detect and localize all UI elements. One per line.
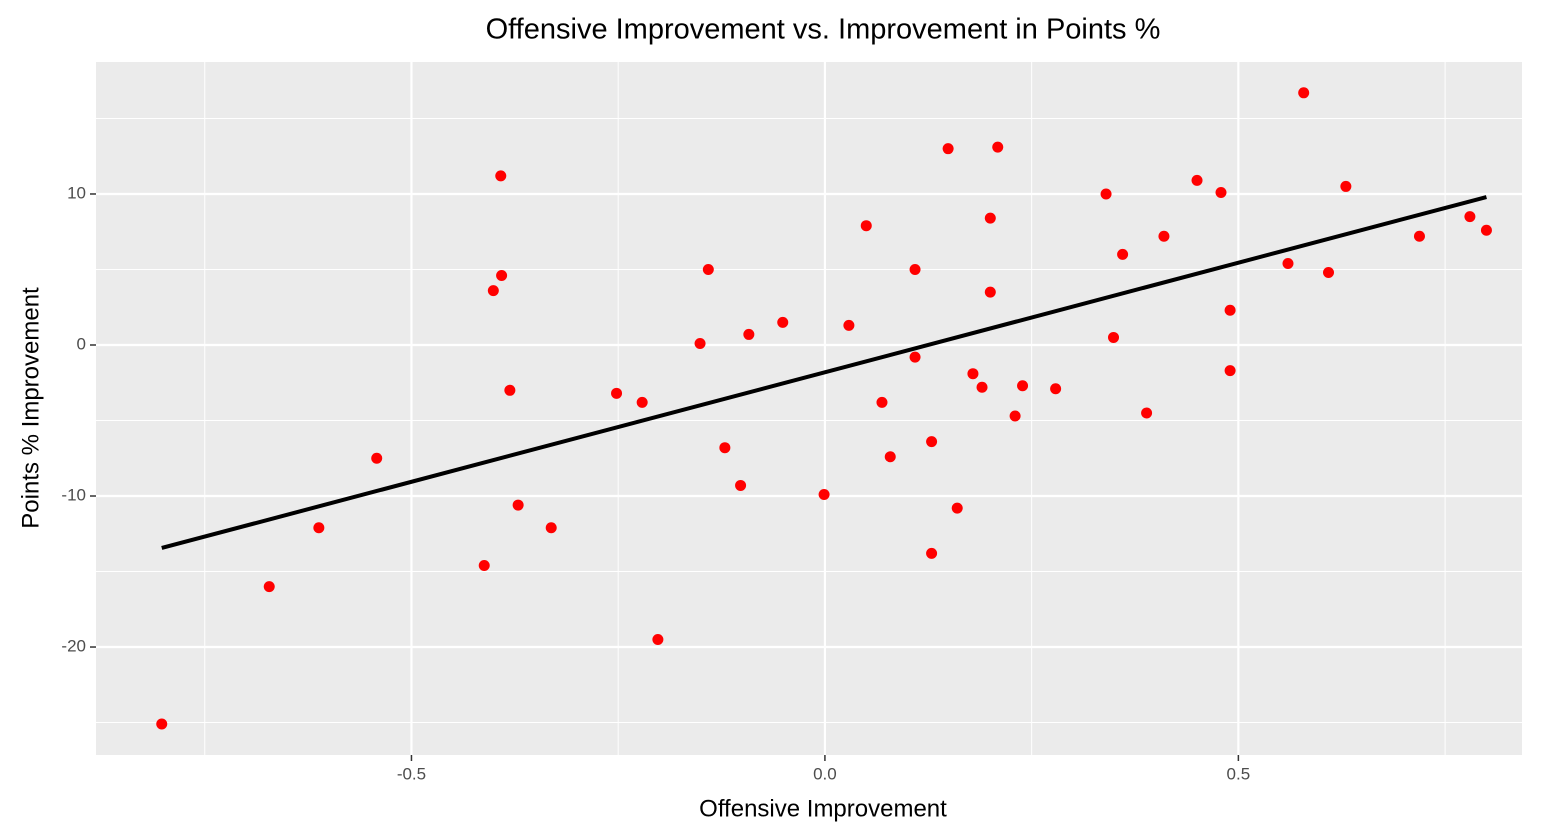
point bbox=[876, 396, 888, 408]
point bbox=[951, 502, 963, 514]
point bbox=[495, 170, 507, 182]
point bbox=[313, 522, 325, 534]
point bbox=[702, 263, 714, 275]
point bbox=[545, 522, 557, 534]
point bbox=[512, 499, 524, 511]
point bbox=[984, 212, 996, 224]
point bbox=[1480, 224, 1492, 236]
point bbox=[884, 451, 896, 463]
point bbox=[1282, 257, 1294, 269]
point bbox=[1017, 380, 1029, 392]
point bbox=[1191, 174, 1203, 186]
point bbox=[504, 384, 516, 396]
point bbox=[926, 547, 938, 559]
y-tick-label: -20 bbox=[61, 637, 86, 656]
point bbox=[652, 633, 664, 645]
point bbox=[976, 381, 988, 393]
point bbox=[777, 316, 789, 328]
chart-title: Offensive Improvement vs. Improvement in… bbox=[486, 14, 1161, 46]
point bbox=[611, 387, 623, 399]
point bbox=[909, 263, 921, 275]
point bbox=[909, 351, 921, 363]
point bbox=[984, 286, 996, 298]
point bbox=[1298, 87, 1310, 99]
point bbox=[1117, 248, 1129, 260]
y-tick-label: 10 bbox=[67, 183, 86, 202]
plot-background bbox=[96, 62, 1522, 755]
point bbox=[1009, 410, 1021, 422]
point bbox=[1108, 331, 1120, 343]
point bbox=[1215, 186, 1227, 198]
point bbox=[992, 141, 1004, 153]
point bbox=[478, 559, 490, 571]
point bbox=[1464, 211, 1476, 223]
point bbox=[1050, 383, 1062, 395]
point bbox=[636, 396, 648, 408]
y-axis-title: Points % Improvement bbox=[17, 287, 44, 529]
point bbox=[487, 285, 499, 297]
point bbox=[860, 220, 872, 232]
point bbox=[1141, 407, 1153, 419]
point bbox=[1340, 180, 1352, 192]
point bbox=[735, 479, 747, 491]
point bbox=[743, 328, 755, 340]
point bbox=[1323, 267, 1335, 279]
y-tick-label: -10 bbox=[61, 485, 86, 504]
y-tick-label: 0 bbox=[77, 334, 86, 353]
trend-line bbox=[161, 195, 1487, 550]
x-tick-label: -0.5 bbox=[397, 764, 426, 783]
point bbox=[263, 581, 275, 593]
x-tick-label: 0.0 bbox=[813, 764, 837, 783]
point bbox=[942, 143, 954, 155]
point bbox=[967, 368, 979, 380]
point bbox=[371, 452, 383, 464]
point bbox=[1413, 230, 1425, 242]
point bbox=[156, 718, 168, 730]
x-axis-title: Offensive Improvement bbox=[699, 795, 947, 822]
point bbox=[1224, 365, 1236, 377]
point bbox=[843, 319, 855, 331]
point bbox=[694, 337, 706, 349]
point bbox=[926, 436, 938, 448]
point bbox=[818, 489, 830, 501]
point bbox=[496, 270, 508, 282]
point bbox=[1224, 304, 1236, 316]
x-tick-label: 0.5 bbox=[1227, 764, 1251, 783]
point bbox=[719, 442, 731, 454]
point bbox=[1100, 188, 1112, 200]
point bbox=[1158, 230, 1170, 242]
